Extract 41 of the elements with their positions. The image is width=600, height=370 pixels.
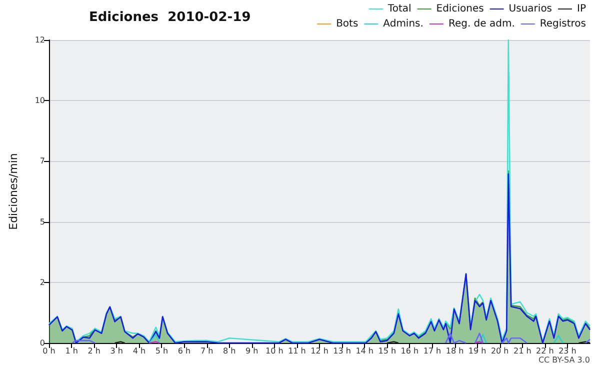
- x-tick-label: 17 h: [423, 346, 442, 356]
- legend-label: Admins.: [383, 18, 424, 30]
- x-tick-label: 10 h: [266, 346, 284, 356]
- chart-title: Ediciones 2010-02-19: [89, 10, 251, 25]
- text: CC BY-SA 3.0: [538, 356, 590, 364]
- x-tick-label: 18 h: [446, 346, 464, 356]
- y-tick-label: 12: [34, 36, 45, 44]
- x-tick-label: 9 h: [246, 346, 258, 356]
- x-tick-label: 12 h: [310, 346, 328, 356]
- x-tick-label: 16 h: [400, 346, 419, 356]
- x-tick-label: 22 h: [536, 346, 554, 356]
- x-tick-label: 21 h: [513, 346, 532, 356]
- x-tick-label: 1 h: [65, 346, 78, 356]
- legend-label: IP: [577, 4, 586, 14]
- y-tick-label: 10: [34, 96, 45, 106]
- legend-label: Bots: [336, 18, 358, 30]
- x-tick-label: 23 h: [558, 346, 576, 356]
- x-tick-label: 5 h: [155, 346, 168, 356]
- x-tick-label: 8 h: [222, 346, 236, 356]
- x-tick-label: 15 h: [378, 346, 396, 356]
- x-tick-label: 0 h: [42, 346, 56, 356]
- x-tick-label: 19 h: [468, 346, 486, 356]
- legend-label: Usuarios: [508, 4, 552, 14]
- y-tick-label: 2: [40, 278, 45, 287]
- x-tick-label: 7 h: [200, 346, 214, 356]
- x-tick-label: 2 h: [88, 346, 100, 356]
- y-tick-label: 0: [40, 338, 45, 348]
- x-tick-label: 11 h: [288, 346, 306, 356]
- legend-label: Registros: [540, 18, 586, 30]
- x-tick-label: 13 h: [333, 346, 351, 356]
- x-tick-label: 14 h: [356, 346, 374, 356]
- y-tick-label: 5: [40, 217, 45, 226]
- x-tick-label: 4 h: [132, 346, 146, 356]
- y-tick-label: 7: [40, 156, 45, 166]
- x-tick-label: 20 h: [490, 346, 509, 356]
- legend-label: Reg. de adm.: [448, 18, 515, 30]
- y-axis-title: Ediciones/min: [7, 153, 20, 230]
- legend-label: Ediciones: [436, 4, 484, 14]
- x-tick-label: 3 h: [110, 346, 123, 356]
- x-tick-label: 6 h: [178, 346, 191, 356]
- legend-label: Total: [386, 4, 412, 14]
